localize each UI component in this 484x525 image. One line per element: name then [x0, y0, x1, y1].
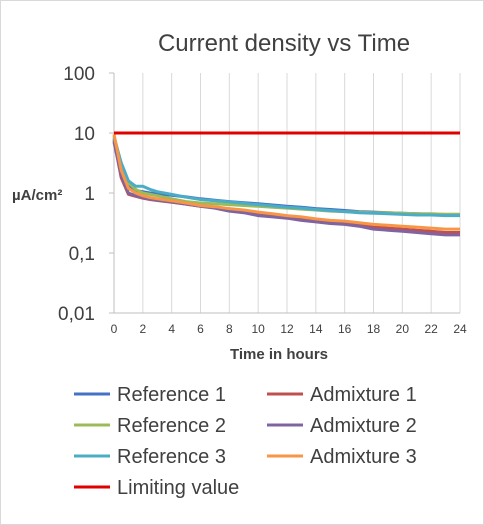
x-tick-label: 12: [280, 322, 294, 336]
x-tick-label: 8: [226, 322, 233, 336]
x-tick-label: 2: [139, 322, 146, 336]
x-tick-label: 4: [168, 322, 175, 336]
x-tick-label: 10: [251, 322, 265, 336]
grid: [113, 73, 461, 313]
legend-label-reference-2: Reference 2: [117, 415, 226, 437]
legend-label-admixture-3: Admixture 3: [310, 446, 417, 468]
x-tick-label: 14: [309, 322, 323, 336]
legend-label-admixture-1: Admixture 1: [310, 384, 417, 406]
series-line-admixture-2: [112, 141, 460, 237]
legend-label-admixture-2: Admixture 2: [310, 415, 417, 437]
x-tick-label: 24: [453, 322, 467, 336]
y-tick-label: 100: [63, 64, 95, 85]
legend-label-reference-1: Reference 1: [117, 384, 226, 406]
x-tick-label: 0: [111, 322, 118, 336]
legend: Reference 1 Admixture 1 Reference 2 Admixtu…: [74, 384, 417, 499]
legend-label-reference-3: Reference 3: [117, 446, 226, 468]
x-tick-label: 20: [396, 322, 410, 336]
plot-area: [112, 131, 460, 237]
y-tick-label: 1: [84, 184, 95, 205]
y-tick-label: 0,1: [69, 244, 95, 265]
x-tick-label: 16: [338, 322, 352, 336]
y-axis-title: µA/cm²: [12, 187, 62, 204]
chart-title: Current density vs Time: [158, 30, 410, 57]
series-line-reference-3: [112, 136, 460, 218]
legend-label-limiting-value: Limiting value: [117, 477, 239, 499]
x-tick-label: 6: [197, 322, 204, 336]
x-tick-label: 18: [367, 322, 381, 336]
y-tick-label: 10: [74, 124, 95, 145]
x-tick-label: 22: [424, 322, 438, 336]
x-axis-title: Time in hours: [230, 346, 328, 363]
series-line-admixture-3: [112, 134, 460, 231]
y-tick-label: 0,01: [58, 304, 95, 325]
